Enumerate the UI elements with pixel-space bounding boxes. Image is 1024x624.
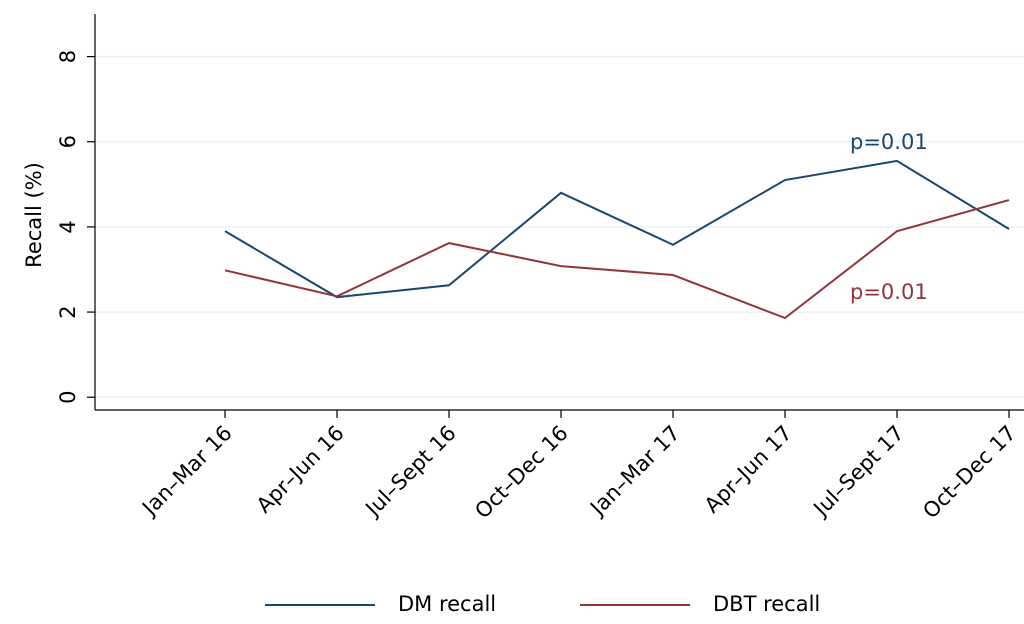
annotation: p=0.01 (850, 280, 928, 304)
y-tick-label: 4 (56, 220, 80, 233)
series-line (224, 199, 1010, 320)
y-tick-label: 0 (56, 391, 80, 404)
legend-label: DBT recall (713, 592, 820, 616)
y-tick-label: 2 (56, 305, 80, 318)
series-line (224, 159, 1010, 299)
annotation: p=0.01 (850, 130, 928, 154)
legend-label: DM recall (398, 592, 496, 616)
y-axis-label: Recall (%) (22, 162, 46, 268)
y-tick-label: 8 (56, 50, 80, 63)
y-tick-label: 6 (56, 135, 80, 148)
